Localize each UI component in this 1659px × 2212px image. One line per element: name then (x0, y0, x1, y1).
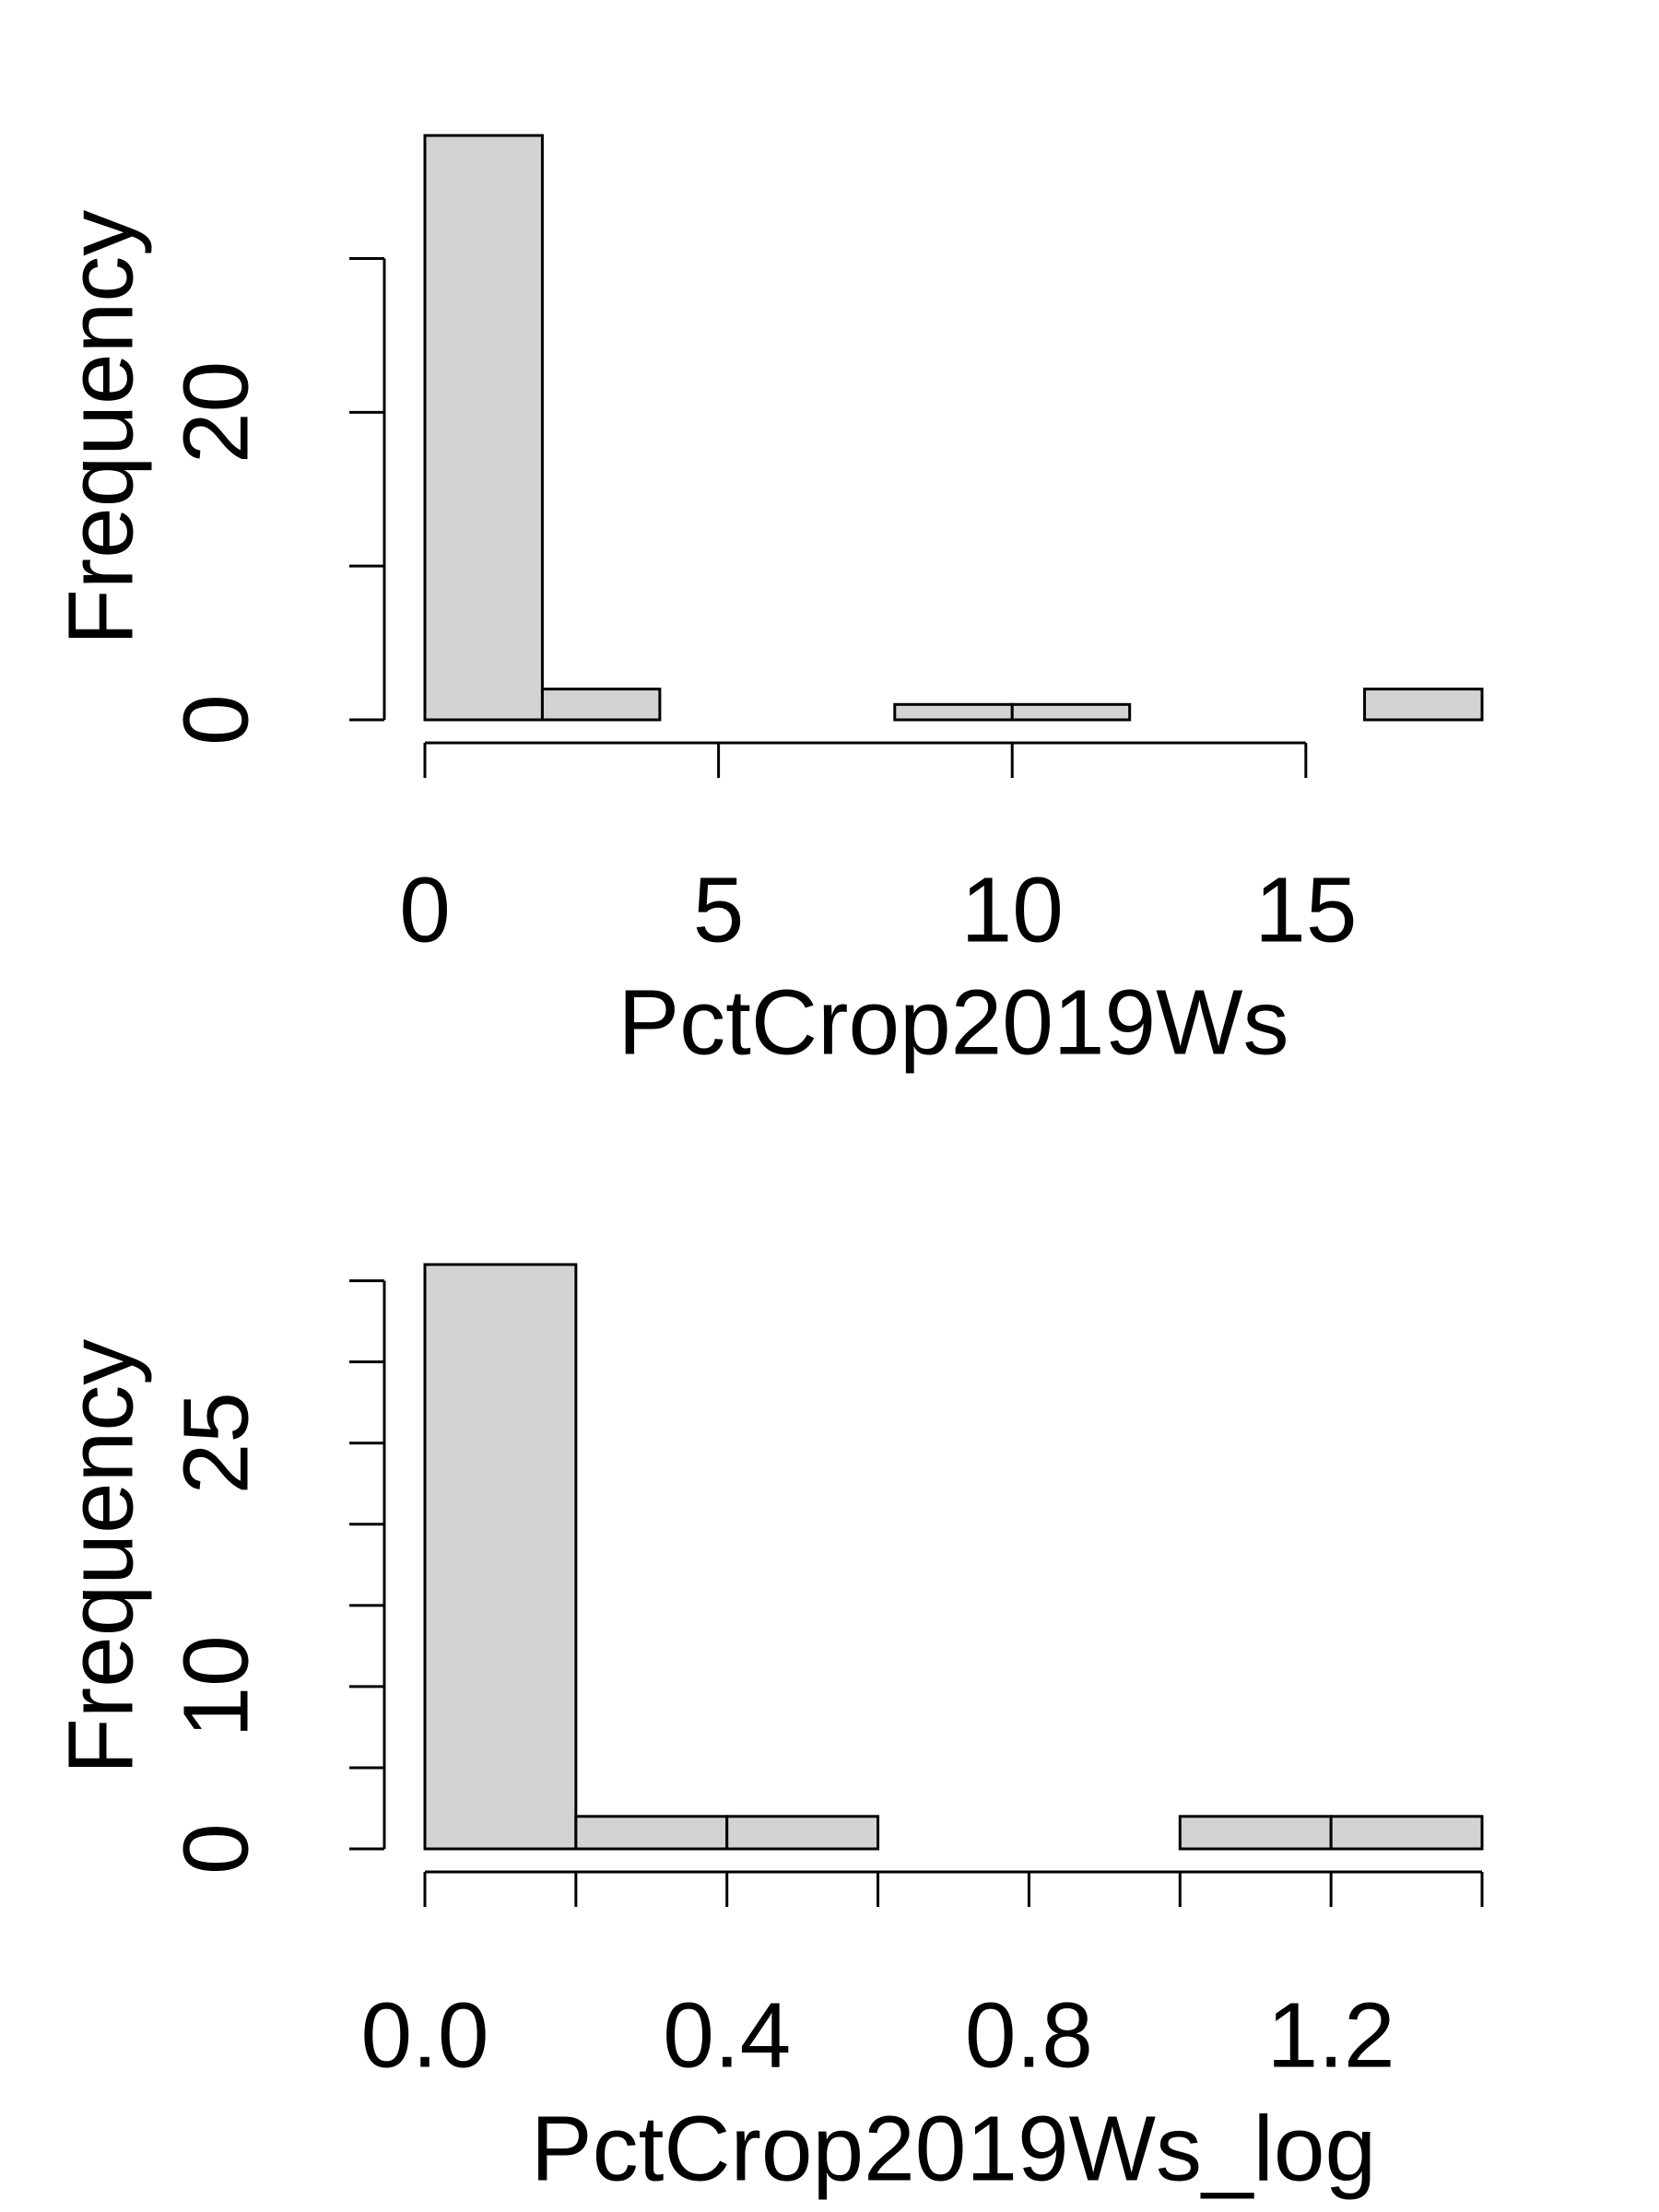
y-tick-label: 20 (164, 361, 267, 464)
bar (893, 702, 1014, 722)
x-tick-label: 5 (693, 858, 745, 961)
y-tick-label: 0 (164, 694, 267, 746)
x-tick-label: 0.8 (965, 1983, 1093, 2087)
x-tick-label: 0.4 (663, 1983, 791, 2087)
x-tick-label: 10 (961, 858, 1064, 961)
y-tick-label: 10 (164, 1635, 267, 1737)
bar (725, 1815, 880, 1851)
x-axis-title: PctCrop2019Ws (618, 971, 1288, 1074)
bar (423, 1263, 578, 1851)
x-tick-label: 1.2 (1267, 1983, 1395, 2087)
y-axis-title: Frequency (49, 210, 152, 645)
bar (1329, 1815, 1484, 1851)
y-tick-label: 25 (164, 1392, 267, 1494)
bar (1178, 1815, 1333, 1851)
bar (574, 1815, 729, 1851)
bar (423, 134, 544, 722)
bar (540, 688, 662, 722)
bar (1010, 702, 1132, 722)
x-tick-label: 0.0 (360, 1983, 488, 2087)
x-tick-label: 15 (1254, 858, 1357, 961)
x-tick-label: 0 (399, 858, 451, 961)
y-axis-title: Frequency (49, 1339, 152, 1774)
y-tick-label: 0 (164, 1823, 267, 1875)
x-axis-title: PctCrop2019Ws_log (531, 2097, 1376, 2200)
bar (1363, 688, 1484, 722)
